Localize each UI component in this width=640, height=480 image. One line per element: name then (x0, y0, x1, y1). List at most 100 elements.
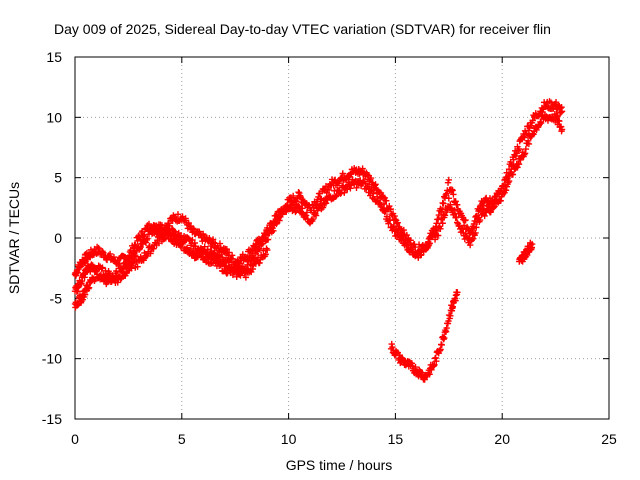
data-point (403, 231, 411, 239)
axis-ticks: 0 5 10 15 20 25 -15 -10 -5 0 5 10 15 (42, 49, 617, 447)
x-tick-label: 15 (388, 431, 404, 447)
data-point (199, 230, 207, 238)
data-point (132, 253, 140, 260)
data-point (426, 371, 433, 378)
data-point (525, 140, 533, 148)
y-tick-label: 10 (46, 109, 62, 125)
data-point (447, 312, 454, 320)
data-points (71, 98, 566, 383)
y-tick-label: -15 (42, 411, 62, 427)
data-point (524, 251, 531, 259)
data-point (98, 265, 105, 272)
data-point (394, 219, 401, 226)
data-point (453, 201, 461, 208)
data-point (194, 253, 202, 261)
data-point (302, 212, 310, 219)
data-point (144, 235, 151, 242)
data-point (530, 131, 537, 138)
data-point (122, 264, 130, 271)
data-point (216, 240, 224, 247)
data-point (505, 177, 513, 185)
data-point (370, 190, 377, 197)
data-point (385, 220, 392, 227)
data-point (228, 252, 236, 259)
data-point (445, 176, 452, 184)
data-point (450, 207, 458, 214)
data-point (341, 189, 348, 196)
data-point (466, 241, 474, 249)
data-point (515, 145, 523, 153)
data-point (289, 192, 297, 200)
data-point (462, 216, 469, 224)
data-point (389, 223, 397, 231)
data-point (473, 224, 480, 231)
data-point (177, 243, 185, 251)
data-point (339, 170, 346, 177)
data-point (174, 211, 182, 218)
data-point (110, 253, 118, 261)
data-point (522, 131, 530, 138)
data-point (391, 212, 398, 220)
y-tick-label: -5 (50, 290, 63, 306)
data-point (134, 263, 141, 270)
data-point (344, 186, 351, 193)
data-point (237, 272, 244, 279)
y-tick-label: 0 (54, 230, 62, 246)
data-point (433, 227, 440, 235)
data-point (521, 150, 529, 157)
data-point (114, 274, 121, 282)
data-point (412, 243, 419, 251)
data-point (270, 227, 277, 234)
data-point (445, 195, 452, 202)
data-point (470, 235, 477, 242)
y-tick-label: -10 (42, 351, 62, 367)
data-point (261, 235, 269, 243)
data-point (458, 225, 465, 232)
data-point (497, 197, 504, 204)
data-point (443, 190, 450, 197)
data-point (382, 207, 389, 215)
data-point (182, 215, 189, 222)
data-point (554, 113, 561, 120)
data-point (524, 137, 532, 144)
data-point (264, 246, 271, 254)
data-point (387, 205, 395, 213)
data-point (299, 205, 306, 212)
data-point (431, 361, 438, 368)
data-point (412, 363, 419, 371)
data-point (190, 225, 197, 232)
data-point (147, 250, 154, 257)
data-point (256, 259, 263, 267)
data-point (447, 201, 454, 208)
data-point (325, 186, 333, 194)
data-point (558, 108, 566, 115)
data-point (515, 161, 523, 168)
data-point (222, 262, 230, 270)
data-point (262, 231, 269, 238)
data-point (229, 255, 237, 263)
data-point (177, 232, 185, 239)
data-point (322, 200, 330, 207)
data-point (525, 127, 533, 134)
data-point (377, 189, 385, 197)
data-point (449, 303, 456, 310)
data-point (400, 226, 407, 234)
data-point (244, 261, 251, 269)
data-point (136, 245, 144, 252)
data-point (418, 251, 425, 258)
data-point (171, 228, 179, 235)
data-point (312, 201, 319, 209)
data-point (527, 122, 535, 129)
data-point (265, 230, 272, 237)
data-point (505, 179, 512, 186)
data-point (74, 269, 81, 276)
data-point (270, 219, 278, 226)
data-point (522, 145, 530, 153)
x-tick-label: 0 (71, 431, 79, 447)
data-point (191, 239, 198, 247)
data-point (150, 245, 157, 252)
data-point (347, 185, 354, 192)
data-point (249, 265, 256, 273)
data-point (449, 187, 456, 194)
